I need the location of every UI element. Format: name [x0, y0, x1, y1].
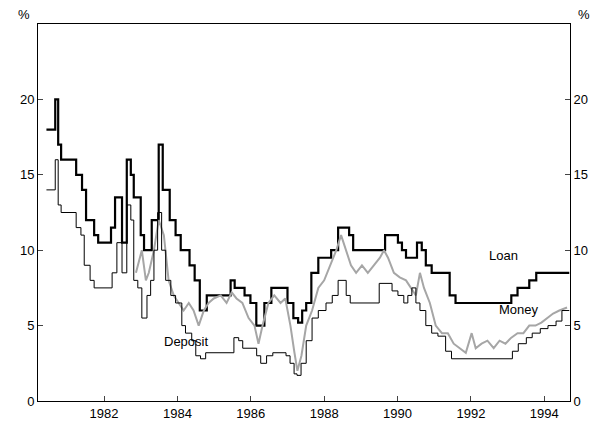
svg-text:15: 15: [20, 167, 34, 182]
svg-text:%: %: [18, 7, 30, 22]
svg-text:1992: 1992: [456, 406, 485, 421]
svg-text:20: 20: [20, 92, 34, 107]
svg-text:Money: Money: [499, 302, 539, 317]
svg-text:1990: 1990: [383, 406, 412, 421]
svg-text:1982: 1982: [90, 406, 119, 421]
svg-text:1994: 1994: [530, 406, 559, 421]
svg-text:0: 0: [27, 394, 34, 409]
svg-text:%: %: [578, 7, 590, 22]
svg-text:10: 10: [20, 243, 34, 258]
svg-text:1986: 1986: [236, 406, 265, 421]
svg-text:5: 5: [574, 318, 581, 333]
svg-text:5: 5: [27, 318, 34, 333]
svg-text:1988: 1988: [310, 406, 339, 421]
svg-text:20: 20: [574, 92, 588, 107]
svg-text:0: 0: [574, 394, 581, 409]
svg-text:15: 15: [574, 167, 588, 182]
svg-text:1984: 1984: [163, 406, 192, 421]
svg-text:10: 10: [574, 243, 588, 258]
svg-text:Loan: Loan: [489, 248, 518, 263]
svg-text:Deposit: Deposit: [164, 334, 208, 349]
